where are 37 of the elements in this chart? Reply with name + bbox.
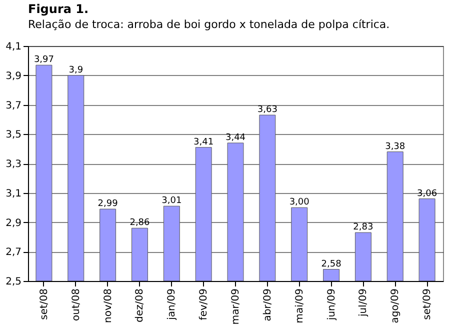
- x-tick-label: jan/09: [166, 288, 178, 321]
- chart-subtitle: Relação de troca: arroba de boi gordo x tonelada de polpa cítrica.: [28, 18, 390, 31]
- x-tick-label: mar/09: [230, 288, 242, 325]
- data-label: 2,83: [353, 222, 374, 233]
- x-tick-label: fev/09: [198, 288, 210, 320]
- data-label: 2,58: [321, 259, 342, 270]
- x-tick-label: mai/09: [294, 288, 306, 324]
- x-tick-label: abr/09: [262, 288, 274, 322]
- data-label: 3,97: [34, 55, 54, 66]
- data-label: 3,01: [162, 196, 182, 206]
- data-label: 3,38: [385, 142, 406, 152]
- data-label: 3,44: [225, 132, 246, 143]
- data-label: 3,63: [257, 105, 278, 116]
- data-label: 3,00: [289, 198, 310, 208]
- x-tick-label: set/09: [422, 288, 434, 320]
- y-tick-label: 2,5: [6, 276, 22, 288]
- x-tick-label: nov/08: [102, 288, 114, 323]
- x-tick-label: out/08: [70, 288, 82, 321]
- y-tick-label: 2,9: [6, 218, 22, 229]
- data-label: 3,9: [68, 65, 84, 76]
- y-tick-label: 4,1: [6, 42, 22, 52]
- x-tick-label: jun/09: [326, 288, 338, 322]
- y-tick-label: 3,3: [6, 159, 22, 170]
- y-tick-label: 2,7: [6, 247, 22, 258]
- data-label: 3,06: [417, 188, 438, 199]
- x-tick-label: set/08: [38, 288, 50, 320]
- y-tick-label: 3,9: [6, 70, 22, 82]
- data-label: 3,41: [194, 137, 214, 148]
- chart-title: Figura 1.: [28, 2, 89, 16]
- x-tick-label: ago/09: [390, 288, 402, 324]
- data-label: 2,99: [98, 199, 118, 210]
- x-tick-label: jul/09: [358, 288, 370, 318]
- data-label: 2,86: [130, 218, 150, 228]
- y-tick-label: 3,5: [6, 130, 22, 141]
- x-tick-label: dez/08: [134, 288, 146, 322]
- y-tick-label: 3,1: [6, 188, 22, 200]
- y-tick-label: 3,7: [6, 100, 22, 112]
